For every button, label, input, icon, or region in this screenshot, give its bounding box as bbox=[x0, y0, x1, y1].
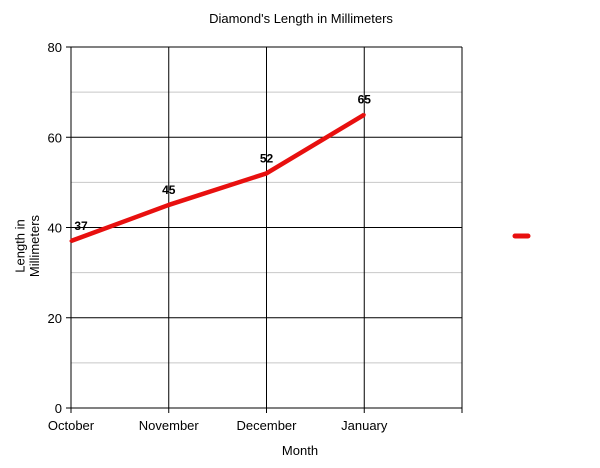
data-point bbox=[167, 203, 171, 207]
label-layer: 37 45 52 65 bbox=[74, 93, 371, 233]
axis-layer: 0 20 40 60 80 October November December January bbox=[48, 40, 388, 433]
y-tick-label: 20 bbox=[48, 311, 62, 326]
series-layer bbox=[69, 112, 366, 244]
x-tick-label: October bbox=[48, 418, 95, 433]
y-axis-title: Length inMillimeters bbox=[13, 214, 42, 277]
data-label: 52 bbox=[260, 151, 274, 165]
x-axis-title: Month bbox=[282, 443, 318, 458]
y-tick-label: 80 bbox=[48, 40, 62, 55]
y-tick-label: 60 bbox=[48, 130, 62, 145]
x-tick-label: January bbox=[341, 418, 388, 433]
y-tick-label: 0 bbox=[55, 401, 62, 416]
data-label: 65 bbox=[358, 93, 372, 107]
data-label: 37 bbox=[74, 219, 88, 233]
y-tick-label: 40 bbox=[48, 221, 62, 236]
grid-layer bbox=[66, 46, 463, 413]
x-tick-label: December bbox=[237, 418, 298, 433]
data-point bbox=[69, 239, 73, 243]
chart-title: Diamond's Length in Millimeters bbox=[209, 11, 393, 26]
data-point bbox=[265, 171, 268, 175]
x-tick-label: November bbox=[139, 418, 200, 433]
series-line bbox=[70, 112, 366, 244]
data-label: 45 bbox=[162, 183, 176, 197]
data-point bbox=[362, 113, 366, 117]
